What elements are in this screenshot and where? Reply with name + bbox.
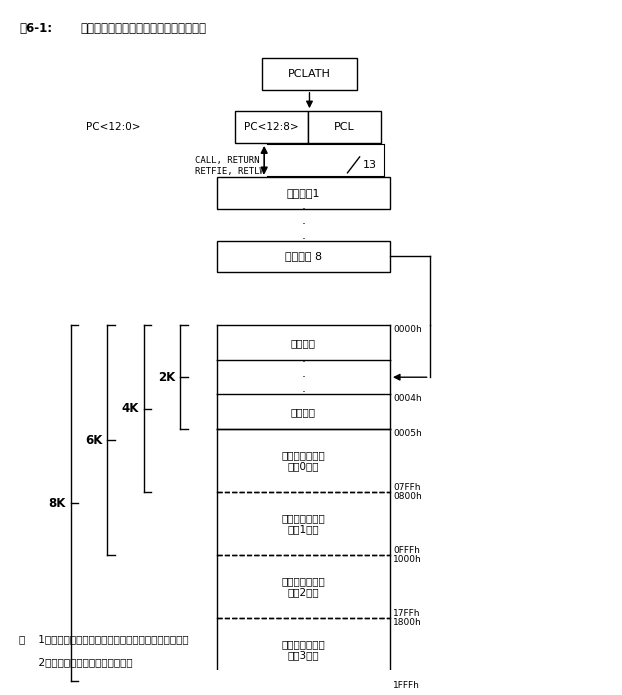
Text: 堆栈深度1: 堆栈深度1 [287,188,320,198]
Text: 中断向量: 中断向量 [291,407,316,417]
Text: ·
·
·: · · · [302,356,305,399]
Text: 17FFh: 17FFh [393,609,420,618]
Text: 图6-1:: 图6-1: [19,22,52,35]
Text: 2：标定数据可写到程序存储器。: 2：标定数据可写到程序存储器。 [19,657,132,667]
Text: 07FFh: 07FFh [393,483,420,492]
Text: 2K: 2K [158,370,175,384]
Text: 片内程序存储器
（第0页）: 片内程序存储器 （第0页） [282,450,325,471]
Text: 0800h: 0800h [393,492,422,501]
Text: 0000h: 0000h [393,325,422,334]
Text: 注    1：不是所有的器件都实现了上述全部程序存储空间。: 注 1：不是所有的器件都实现了上述全部程序存储空间。 [19,634,188,644]
Text: CALL, RETURN
RETFIE, RETLW: CALL, RETURN RETFIE, RETLW [195,156,266,176]
Text: 8K: 8K [49,497,66,509]
Text: 6K: 6K [85,434,103,447]
Text: 13: 13 [363,160,377,170]
Text: 4K: 4K [121,402,139,415]
Text: ·
·
·: · · · [302,204,305,247]
Text: PCLATH: PCLATH [288,69,331,79]
Text: 1FFFh: 1FFFh [393,681,420,690]
Text: 片内程序存储器
（第1页）: 片内程序存储器 （第1页） [282,513,325,534]
Text: 中档系列单片机的程序存储器映射和堆栈: 中档系列单片机的程序存储器映射和堆栈 [80,22,206,35]
Text: 片内程序存储器
（第3页）: 片内程序存储器 （第3页） [282,639,325,660]
Bar [216,177,390,209]
Text: 0004h: 0004h [393,395,422,404]
Text: 0FFFh: 0FFFh [393,546,420,555]
Bar [235,111,308,143]
Text: 堆栈深度 8: 堆栈深度 8 [285,252,322,261]
Bar [216,240,390,272]
Text: PC<12:0>: PC<12:0> [86,122,141,132]
Text: 片内程序存储器
（第2页）: 片内程序存储器 （第2页） [282,575,325,598]
Text: 0005h: 0005h [393,429,422,438]
Text: 1000h: 1000h [393,555,422,564]
Text: PCL: PCL [334,122,355,132]
Text: 1800h: 1800h [393,618,422,627]
Bar [308,111,381,143]
Bar [262,58,356,90]
Text: PC<12:8>: PC<12:8> [244,122,299,132]
Text: 复位向量: 复位向量 [291,338,316,348]
